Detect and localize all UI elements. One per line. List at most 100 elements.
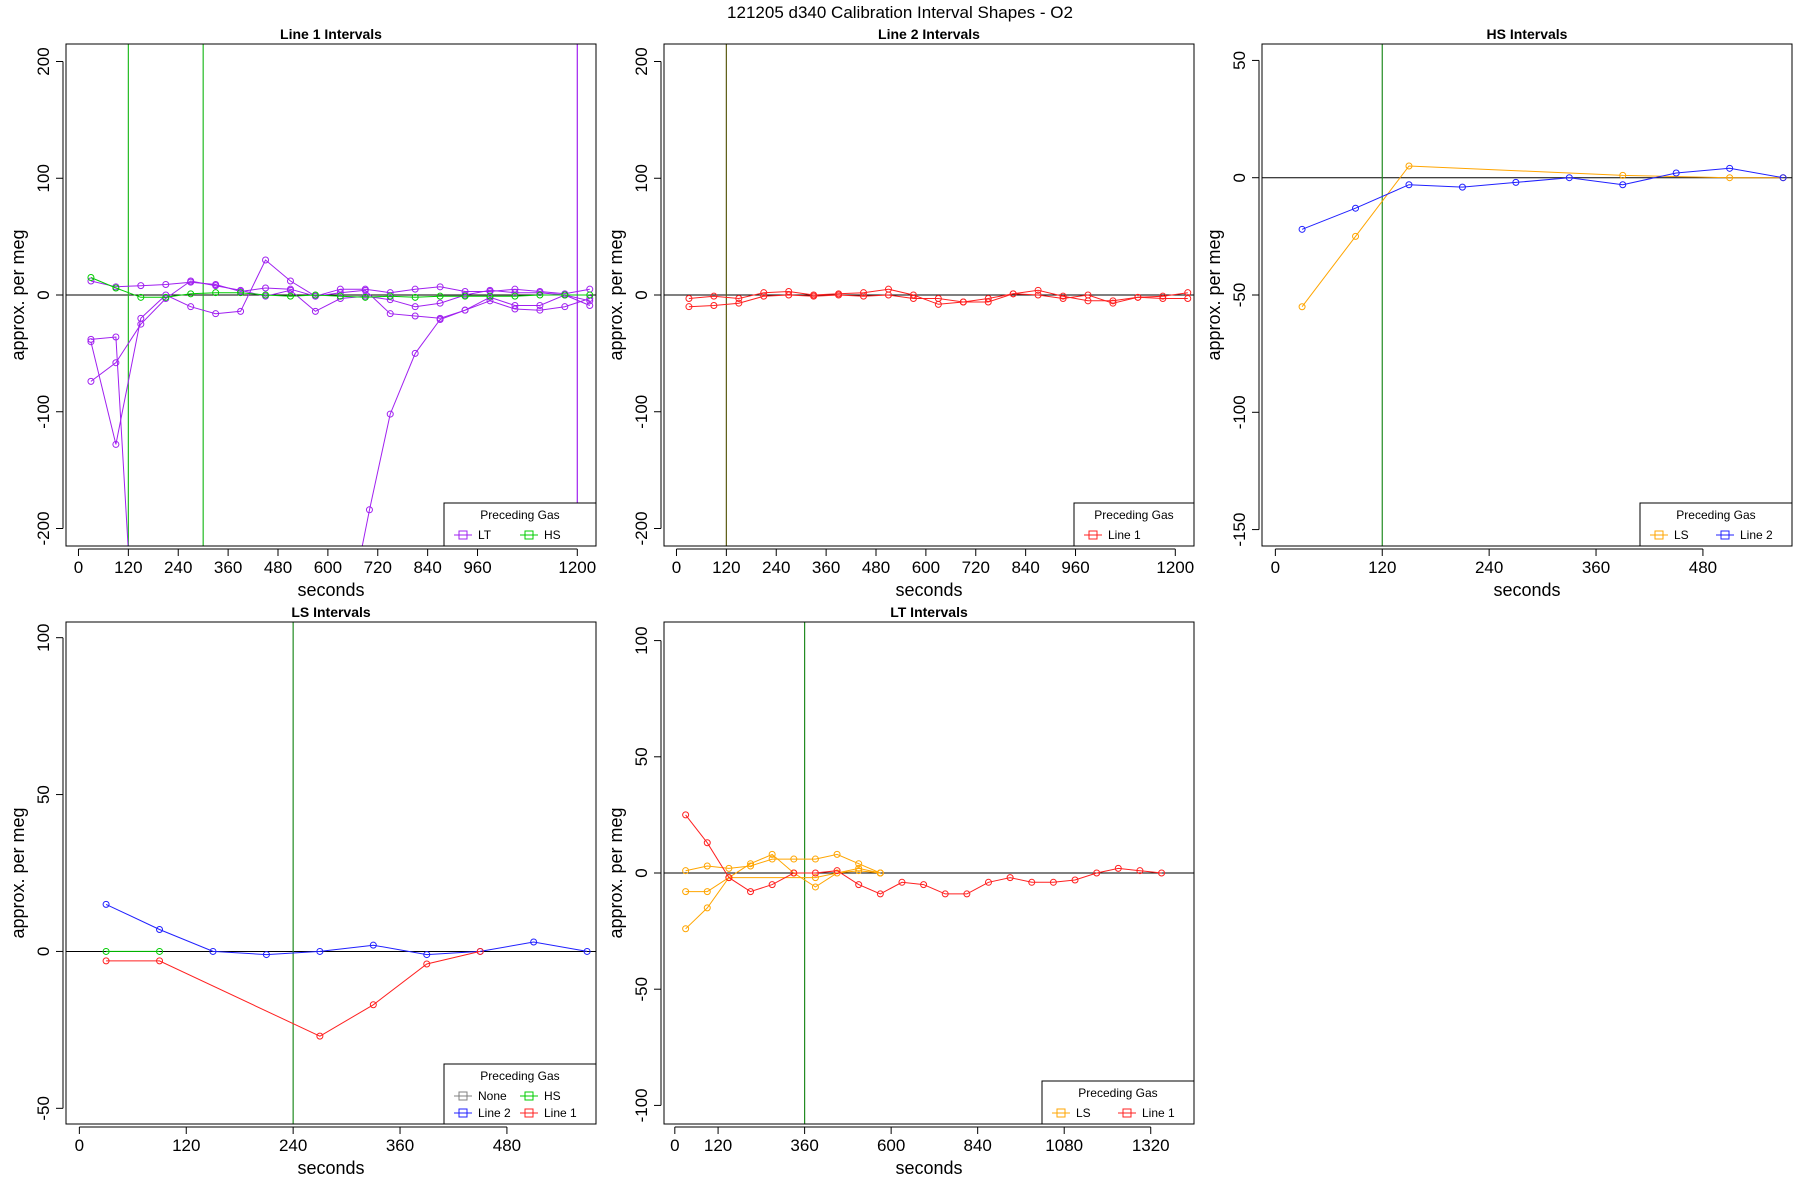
data-point: [311, 307, 319, 315]
data-point: [336, 285, 344, 293]
data-point: [1084, 291, 1092, 299]
data-point: [685, 303, 693, 311]
y-tick-label: 0: [632, 868, 651, 877]
legend-swatch-marker: [1654, 530, 1664, 540]
data-point: [735, 295, 743, 303]
data-point: [1136, 867, 1144, 875]
data-point: [959, 298, 967, 306]
data-point: [1028, 878, 1036, 886]
data-point: [1059, 295, 1067, 303]
x-tick-label: 960: [1061, 558, 1089, 577]
legend: Preceding Gas LS Line 1: [1041, 1080, 1195, 1125]
chart-panel-2: Line 2 Intervals 0 120 240 360 480 600 720 840 96…: [606, 26, 1195, 600]
y-tick-label: -50: [34, 1096, 53, 1121]
data-point: [102, 957, 110, 965]
x-tick-label: 240: [164, 558, 192, 577]
x-tick-label: 600: [314, 558, 342, 577]
data-point: [411, 312, 419, 320]
data-point: [790, 869, 798, 877]
data-point: [835, 291, 843, 299]
legend-entry: LT: [454, 528, 492, 542]
data-point: [1779, 174, 1787, 182]
x-tick-label: 120: [114, 558, 142, 577]
data-point: [530, 938, 538, 946]
data-point: [586, 302, 594, 310]
data-point: [1726, 174, 1734, 182]
plot-frame: [1261, 43, 1793, 547]
data-point: [811, 869, 819, 877]
data-point: [941, 890, 949, 898]
data-point: [156, 925, 164, 933]
data-point: [411, 349, 419, 357]
data-point: [1158, 869, 1166, 877]
data-point: [262, 291, 270, 299]
plot-frame: [663, 43, 1195, 547]
data-point: [790, 855, 798, 863]
data-point: [855, 860, 863, 868]
data-point: [963, 890, 971, 898]
data-point: [536, 306, 544, 314]
data-point: [411, 293, 419, 301]
data-point: [1071, 876, 1079, 884]
data-point: [262, 284, 270, 292]
x-tick-label: 840: [413, 558, 441, 577]
data-point: [1512, 178, 1520, 186]
data-point: [486, 292, 494, 300]
panel-title: HS Intervals: [1487, 26, 1568, 42]
series-ls: [682, 864, 884, 933]
series-line-1: [685, 290, 1192, 311]
data-point: [262, 256, 270, 264]
data-point: [768, 881, 776, 889]
x-tick-label: 720: [364, 558, 392, 577]
plot-frame: [663, 621, 1195, 1125]
data-point: [1049, 878, 1057, 886]
data-point: [909, 295, 917, 303]
y-tick-label: 50: [1230, 51, 1249, 70]
series-line: [685, 853, 881, 874]
x-tick-label: 240: [279, 1136, 307, 1155]
data-point: [860, 289, 868, 297]
x-axis-label: seconds: [297, 580, 364, 600]
data-point: [87, 377, 95, 385]
data-point: [583, 947, 591, 955]
data-point: [237, 289, 245, 297]
data-point: [561, 291, 569, 299]
data-point: [156, 957, 164, 965]
data-point: [934, 295, 942, 303]
legend-entry: Line 1: [1118, 1106, 1175, 1120]
data-point: [311, 291, 319, 299]
y-tick-label: 0: [34, 290, 53, 299]
x-tick-label: 600: [912, 558, 940, 577]
data-point: [1034, 286, 1042, 294]
legend-label: Line 1: [1108, 528, 1141, 542]
data-point: [855, 881, 863, 889]
x-tick-label: 120: [704, 1136, 732, 1155]
data-point: [365, 506, 373, 514]
data-point: [747, 888, 755, 896]
y-tick-label: -150: [1230, 513, 1249, 547]
data-point: [682, 888, 690, 896]
data-point: [876, 869, 884, 877]
legend-label: Line 2: [1740, 528, 1773, 542]
series-lt: [361, 295, 594, 546]
series-line: [105, 903, 588, 956]
legend: Preceding Gas None HS Line 2 Line 1: [443, 1063, 597, 1125]
data-point: [137, 293, 145, 301]
data-point: [1619, 171, 1627, 179]
data-point: [386, 292, 394, 300]
x-tick-label: 480: [264, 558, 292, 577]
data-point: [586, 291, 594, 299]
y-tick-label: 0: [1230, 173, 1249, 182]
legend-title: Preceding Gas: [480, 508, 559, 522]
series-lt: [87, 256, 594, 448]
data-point: [436, 292, 444, 300]
data-point: [703, 888, 711, 896]
data-point: [237, 307, 245, 315]
x-axis-label: seconds: [297, 1158, 364, 1178]
legend-box: [1639, 502, 1793, 547]
data-point: [461, 292, 469, 300]
data-point: [710, 292, 718, 300]
plot-area: [87, 256, 594, 546]
data-point: [725, 864, 733, 872]
data-point: [760, 292, 768, 300]
